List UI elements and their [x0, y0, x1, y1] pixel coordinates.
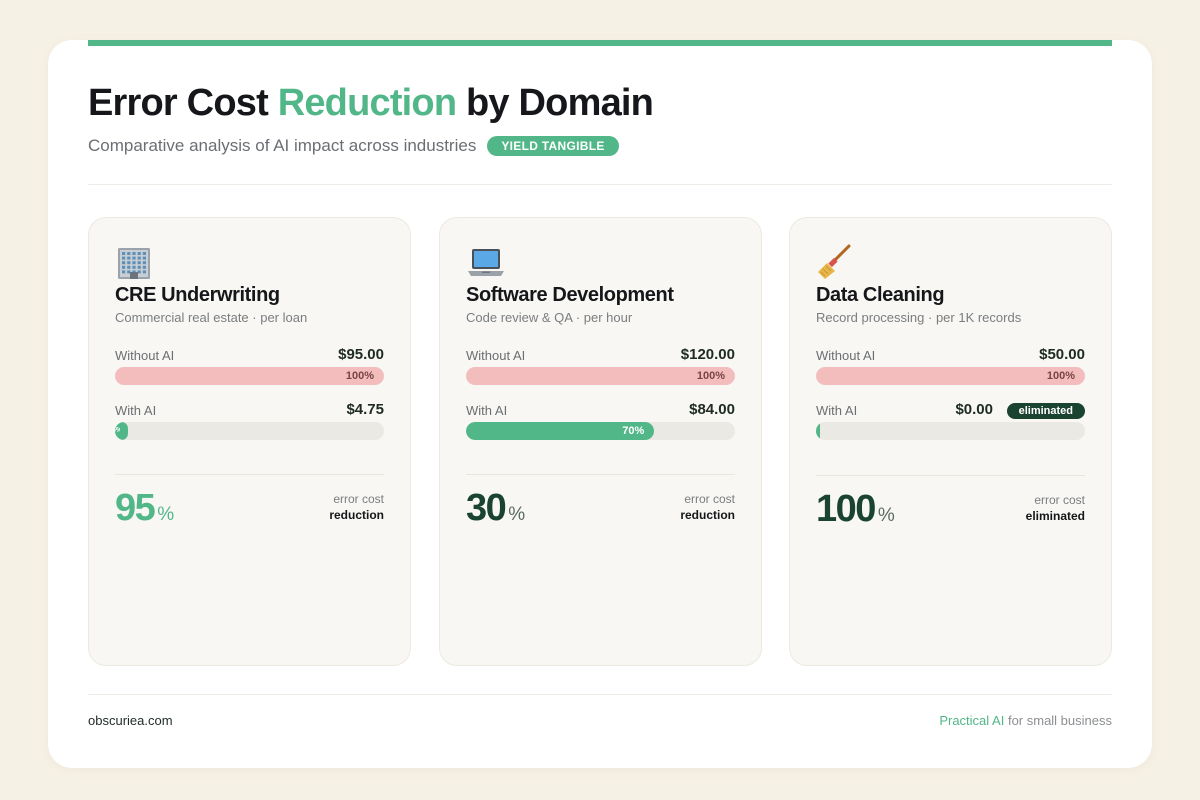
without-ai-label: Without AI	[816, 348, 876, 363]
without-ai-label: Without AI	[466, 348, 526, 363]
domain-card-content: Software Development Code review & QA · p…	[466, 218, 735, 665]
with-ai-value: $84.00	[689, 401, 735, 418]
with-ai-bar-track: 5%	[115, 422, 384, 440]
top-accent-bar	[88, 40, 1112, 46]
reduction-percent: 100%	[816, 488, 895, 531]
with-ai-bar-track: 70%	[466, 422, 735, 440]
reduction-unit: %	[508, 504, 526, 525]
without-ai-bar-label: 100%	[345, 370, 374, 382]
with-ai-label: With AI	[466, 403, 508, 418]
reduction-caption: error cost reduction	[329, 491, 384, 523]
with-ai-bar	[816, 422, 821, 440]
without-ai-value: $95.00	[338, 346, 384, 363]
reduction-caption: error cost reduction	[680, 491, 735, 523]
subtitle-row: Comparative analysis of AI impact across…	[88, 135, 619, 157]
domain-description: Code review & QA · per hour	[466, 310, 633, 325]
domain-card-content: CRE Underwriting Commercial real estate ·…	[115, 218, 384, 665]
reduction-value: 100	[816, 488, 876, 530]
page-subtitle: Comparative analysis of AI impact across…	[88, 136, 477, 155]
footer-divider	[88, 694, 1112, 695]
without-ai-bar-label: 100%	[696, 370, 725, 382]
reduction-caption-line-1: error cost	[1034, 493, 1085, 507]
laptop-icon	[466, 244, 506, 280]
card-divider	[115, 474, 384, 475]
with-ai-label: With AI	[115, 403, 157, 418]
domain-title: CRE Underwriting	[115, 284, 280, 306]
page-title: Error Cost Reduction by Domain	[88, 82, 654, 124]
with-ai-label: With AI	[816, 403, 858, 418]
reduction-caption-line-1: error cost	[333, 492, 384, 506]
without-ai-bar-track: 100%	[816, 367, 1085, 385]
reduction-caption-line-2: eliminated	[1025, 509, 1085, 523]
reduction-percent: 30%	[466, 487, 525, 530]
reduction-caption-line-1: error cost	[684, 492, 735, 506]
with-ai-value: $4.75	[346, 401, 384, 418]
domain-card: CRE Underwriting Commercial real estate ·…	[88, 217, 411, 666]
domain-title: Data Cleaning	[816, 284, 945, 306]
reduction-caption: error cost eliminated	[1026, 492, 1085, 524]
without-ai-value: $50.00	[1039, 346, 1085, 363]
without-ai-bar: 100%	[816, 367, 1085, 385]
reduction-value: 95	[115, 487, 156, 529]
with-ai-bar-label: 70%	[622, 425, 645, 437]
without-ai-bar-track: 100%	[115, 367, 384, 385]
reduction-caption-line-2: reduction	[680, 508, 735, 522]
without-ai-label: Without AI	[115, 348, 175, 363]
reduction-percent: 95%	[115, 487, 174, 530]
reduction-value: 30	[466, 487, 507, 529]
without-ai-bar-track: 100%	[466, 367, 735, 385]
domain-card: Data Cleaning Record processing · per 1K …	[789, 217, 1112, 666]
reduction-caption-line-2: reduction	[329, 508, 384, 522]
footer-tagline: Practical AI for small business	[939, 713, 1112, 728]
domain-card: Software Development Code review & QA · p…	[439, 217, 762, 666]
without-ai-bar-label: 100%	[1046, 370, 1075, 382]
reduction-unit: %	[877, 505, 895, 526]
with-ai-bar: 70%	[466, 422, 655, 440]
domain-description: Record processing · per 1K records	[816, 310, 1022, 325]
without-ai-bar: 100%	[115, 367, 384, 385]
with-ai-bar: 5%	[115, 422, 129, 440]
with-ai-value: $0.00	[955, 401, 993, 418]
reduction-unit: %	[157, 504, 175, 525]
yield-badge: YIELD TANGIBLE	[487, 136, 619, 156]
domain-description: Commercial real estate · per loan	[115, 310, 308, 325]
domain-card-content: Data Cleaning Record processing · per 1K …	[816, 218, 1085, 665]
eliminated-badge: eliminated	[1006, 403, 1085, 419]
main-card: Error Cost Reduction by Domain Comparati…	[48, 40, 1152, 768]
without-ai-bar: 100%	[466, 367, 735, 385]
with-ai-bar-label: 5%	[115, 422, 120, 440]
card-divider	[466, 474, 735, 475]
card-divider	[816, 475, 1085, 476]
without-ai-value: $120.00	[680, 346, 735, 363]
office-building-icon	[115, 244, 153, 280]
with-ai-bar-track	[816, 422, 1085, 440]
header-divider	[88, 184, 1112, 185]
domain-title: Software Development	[466, 284, 674, 306]
footer-site: obscuriea.com	[88, 713, 173, 728]
broom-icon	[816, 244, 854, 280]
